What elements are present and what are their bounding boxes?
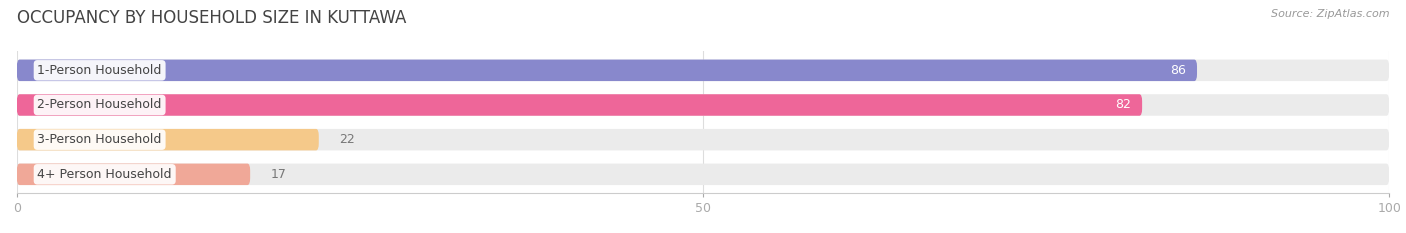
FancyBboxPatch shape [17,94,1389,116]
Text: 82: 82 [1115,99,1132,112]
FancyBboxPatch shape [17,164,1389,185]
Text: 86: 86 [1170,64,1187,77]
Text: Source: ZipAtlas.com: Source: ZipAtlas.com [1271,9,1389,19]
FancyBboxPatch shape [17,129,1389,151]
FancyBboxPatch shape [17,164,250,185]
FancyBboxPatch shape [17,60,1389,81]
Text: 2-Person Household: 2-Person Household [38,99,162,112]
FancyBboxPatch shape [17,94,1142,116]
Text: 22: 22 [339,133,356,146]
FancyBboxPatch shape [17,129,319,151]
Text: 1-Person Household: 1-Person Household [38,64,162,77]
Text: 3-Person Household: 3-Person Household [38,133,162,146]
Text: OCCUPANCY BY HOUSEHOLD SIZE IN KUTTAWA: OCCUPANCY BY HOUSEHOLD SIZE IN KUTTAWA [17,9,406,27]
FancyBboxPatch shape [17,60,1197,81]
Text: 17: 17 [271,168,287,181]
Text: 4+ Person Household: 4+ Person Household [38,168,172,181]
